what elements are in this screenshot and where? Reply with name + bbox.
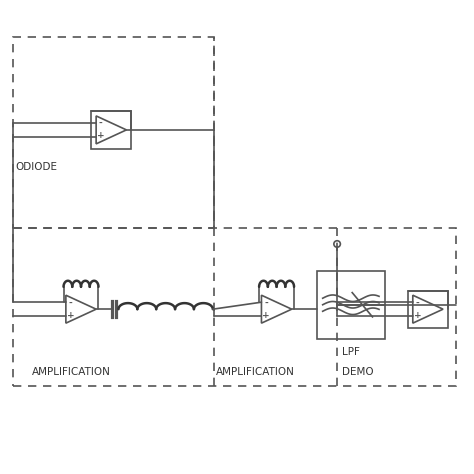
Text: -: - [99, 119, 103, 128]
Text: +: + [262, 311, 270, 320]
Text: LPF: LPF [342, 347, 360, 357]
Text: AMPLIFICATION: AMPLIFICATION [32, 367, 111, 377]
Bar [317, 271, 384, 338]
Bar [91, 111, 131, 148]
Bar [13, 37, 214, 228]
Text: +: + [414, 311, 421, 320]
Text: AMPLIFICATION: AMPLIFICATION [216, 367, 295, 377]
Text: +: + [97, 131, 105, 140]
Bar [13, 228, 456, 386]
Bar [408, 291, 448, 328]
Text: -: - [69, 299, 73, 308]
Text: DEMO: DEMO [342, 367, 374, 377]
Text: +: + [67, 311, 74, 320]
Text: -: - [416, 299, 419, 308]
Text: ODIODE: ODIODE [16, 162, 58, 172]
Text: -: - [264, 299, 268, 308]
